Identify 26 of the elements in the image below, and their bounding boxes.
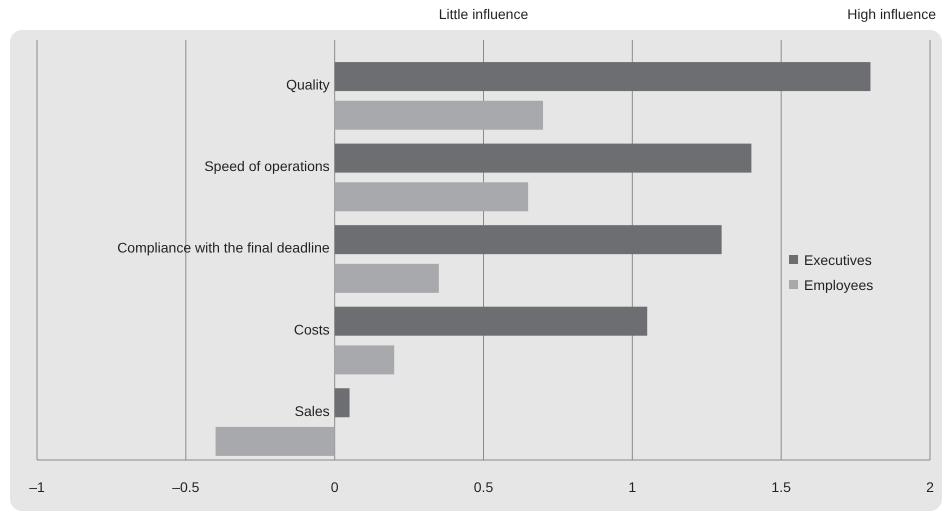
x-tick-label: 0 [330,479,339,495]
text: High influence [847,6,936,22]
x-tick-label: 1.5 [771,479,792,495]
x-tick-label: 0.5 [474,479,494,495]
bar [334,182,528,212]
x-tick-label: –0.5 [172,479,200,495]
bar [334,345,394,374]
bar [334,144,752,173]
x-tick-label: 1 [628,479,636,495]
bar [334,62,870,92]
x-tick-label: –1 [29,479,45,495]
y-tick-label: Costs [294,321,330,338]
y-tick-label: Sales [294,402,330,419]
y-tick-label: Compliance with the final deadline [117,240,330,256]
bar [334,100,544,130]
legend-label: Executives [804,252,872,268]
text: Little influence [438,6,528,22]
bar [334,306,648,336]
bar [216,426,335,456]
bar [334,388,350,418]
y-tick-label: Quality [286,76,330,93]
x-tick-label: 2 [926,479,934,495]
legend-label: Employees [804,277,874,293]
bar [334,225,722,254]
y-tick-label: Speed of operations [204,158,330,174]
bar [334,264,439,293]
